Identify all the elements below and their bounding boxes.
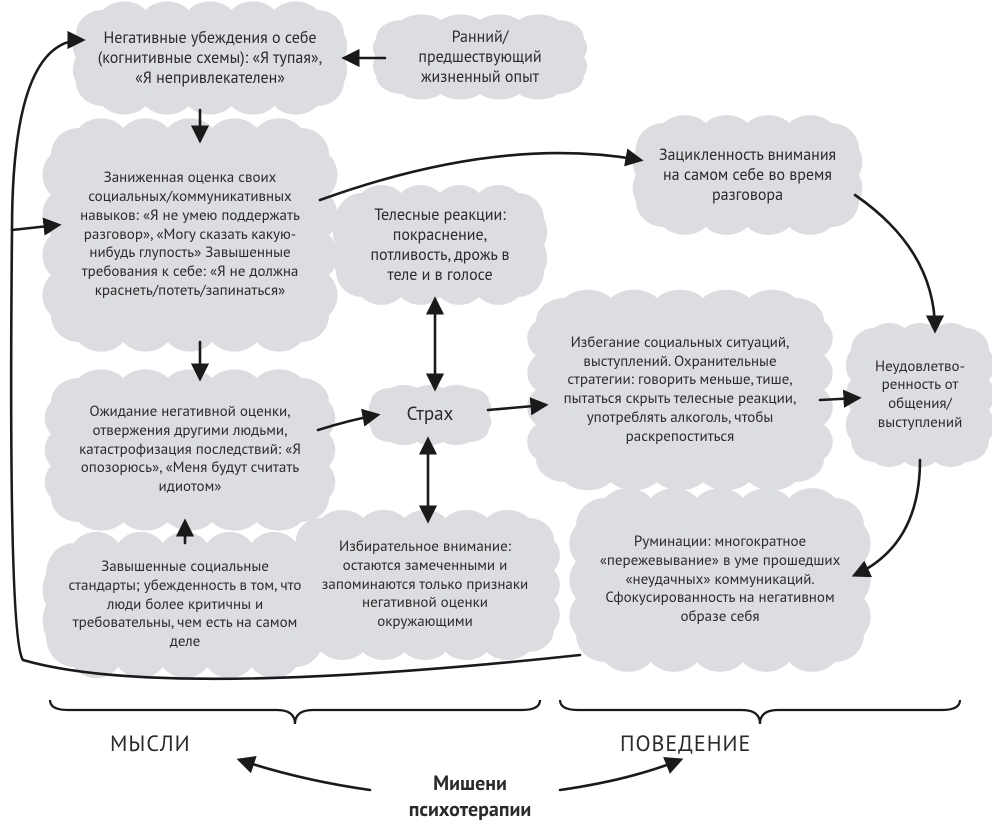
- node-fear: Страх: [375, 390, 485, 440]
- label-targets: Мишени психотерапии: [370, 770, 570, 822]
- arrow-dissat-to-rumin: [855, 460, 920, 575]
- brace-thoughts: [50, 700, 540, 724]
- arrow-expect-to-fear: [318, 415, 377, 430]
- arrow-selffocus-to-dissat: [855, 195, 935, 330]
- node-selective: Избирательное внима­ние: остаются заме­ч…: [300, 520, 550, 650]
- arrow-avoid-to-dissat: [820, 398, 858, 400]
- node-beliefs: Негативные убеждения о себе (когнитивные…: [80, 12, 340, 104]
- diagram-canvas: Негативные убеждения о себе (когнитивные…: [0, 0, 992, 828]
- node-bodily: Телесные реакции: покраснение, потливост…: [340, 195, 540, 295]
- node-early: Ранний/ предшествующий жизненный опыт: [380, 22, 580, 92]
- brace-behavior: [560, 700, 960, 724]
- arrow-fear-to-avoid: [488, 405, 545, 410]
- node-standards: Завышенные социальные стандарты; убежден…: [50, 545, 320, 665]
- node-expect: Ожидание негативной оценки, отвержения д…: [55, 380, 325, 520]
- node-avoid: Избегание социальных ситуаций, выступлен…: [540, 300, 820, 480]
- node-rumin: Руминации: многократное «пережевывание» …: [580, 500, 860, 660]
- label-thoughts: МЫСЛИ: [110, 730, 191, 758]
- arrow-targets-to-thoughts: [240, 760, 370, 790]
- arrow-targets-to-behavior: [560, 760, 680, 790]
- node-dissat: Неудовлетво­ренность от общения/ выступл…: [855, 330, 985, 460]
- arrow-skills-to-selffocus: [320, 153, 640, 200]
- label-behavior: ПОВЕДЕНИЕ: [620, 730, 751, 758]
- node-skills: Заниженная оценка своих социальных/комму…: [55, 130, 325, 340]
- node-selffocus: Зацикленность внимания на самом себе во …: [640, 125, 855, 225]
- arrow-loop-branch-skills: [12, 225, 58, 230]
